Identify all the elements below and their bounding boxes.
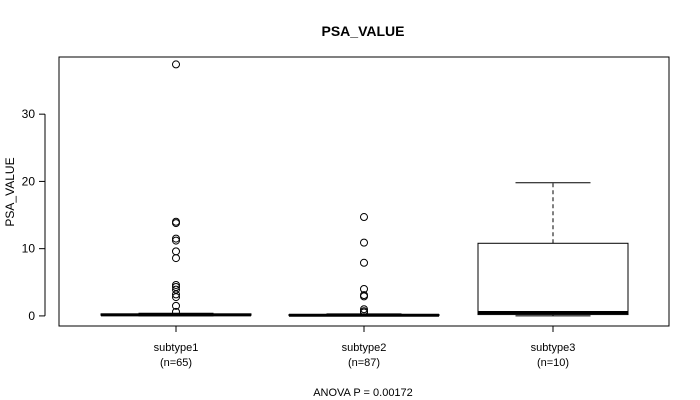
chart-title: PSA_VALUE [322,23,405,39]
outlier-point [360,258,368,267]
outlier-point [360,305,368,314]
outlier-point [172,254,180,263]
outlier-point [360,292,368,301]
outlier-point [172,290,180,299]
box-iqr [477,242,629,316]
outlier-point [172,307,180,316]
outlier-point [172,236,180,245]
outlier-point [172,234,180,243]
x-tick-label: subtype1 [154,342,199,354]
y-tick-label: 0 [28,309,35,323]
x-tick-count-label: (n=65) [160,357,192,369]
y-tick-label: 30 [22,107,36,121]
outlier-point [172,293,180,302]
y-tick-label: 10 [22,242,36,256]
x-tick-count-label: (n=87) [348,357,380,369]
x-tick-label: subtype3 [531,342,576,354]
outlier-point [172,219,180,228]
y-axis-label: PSA_VALUE [3,157,17,226]
outlier-point [360,308,368,317]
anova-footnote: ANOVA P = 0.00172 [313,387,413,399]
x-tick-label: subtype2 [342,342,387,354]
outlier-point [360,238,368,247]
outlier-point [360,213,368,222]
outlier-point [172,301,180,310]
outlier-point [172,60,180,69]
plot-layer: 0 10 20 30 subtype1 (n=65) subtype2 (n=87) subty… [22,60,629,369]
x-tick-count-label: (n=10) [537,357,569,369]
y-tick-label: 20 [22,174,36,188]
outlier-point [172,280,180,289]
